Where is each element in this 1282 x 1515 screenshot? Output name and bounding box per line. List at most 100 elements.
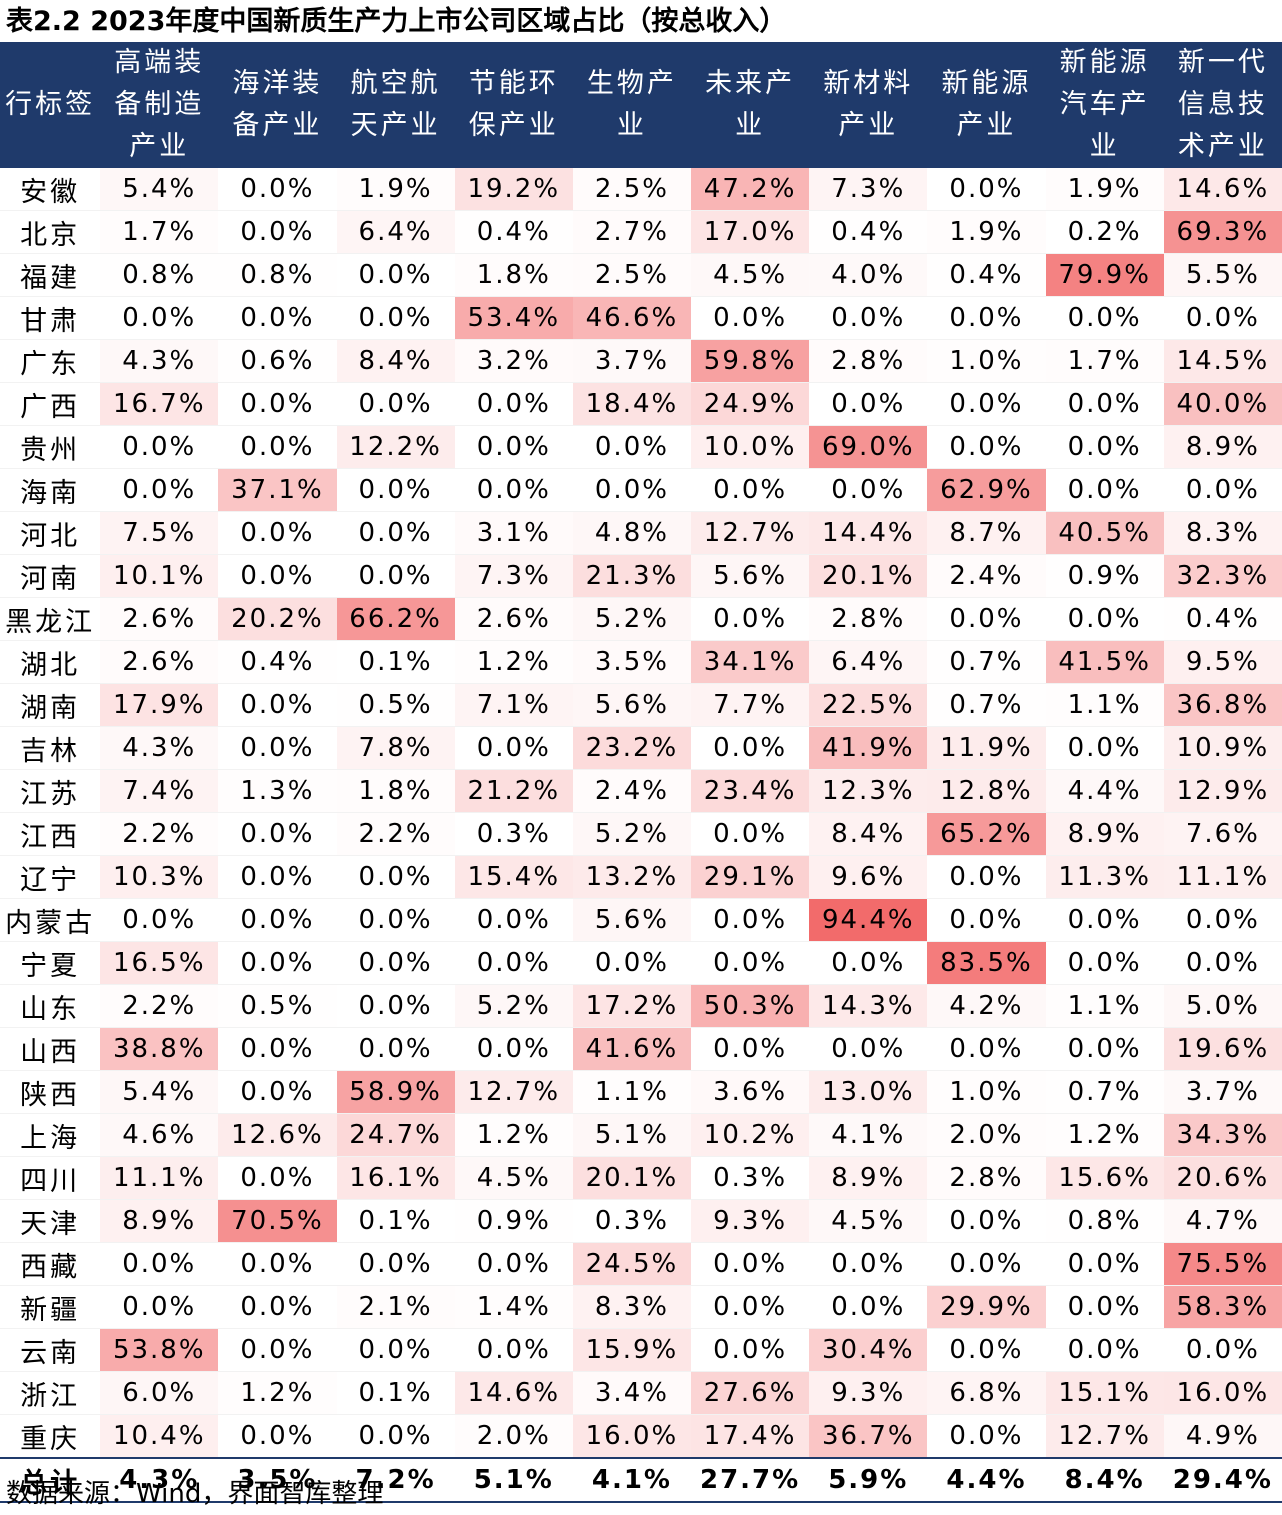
heat-cell: 0.7% xyxy=(1045,1070,1164,1114)
table-row: 甘肃 0.0% 0.0% 0.0% 53.4% 46.6% 0.0% 0.0% 0.0% 0.0%… xyxy=(0,296,1282,340)
heat-cell: 47.2% xyxy=(691,168,810,211)
heat-cell: 2.5% xyxy=(572,253,692,297)
heat-cell: 16.0% xyxy=(1163,1371,1282,1415)
table-row: 云南 53.8% 0.0% 0.0% 0.0% 15.9% 0.0% 30.4% 0.0% 0.0… xyxy=(0,1328,1282,1372)
column-header: 生物产业 xyxy=(572,42,692,168)
heat-cell: 3.6% xyxy=(691,1070,810,1114)
heat-cell: 30.4% xyxy=(809,1328,928,1372)
heat-cell: 3.5% xyxy=(218,1457,337,1503)
heat-cell: 5.6% xyxy=(691,554,810,598)
heat-cell: 11.9% xyxy=(927,726,1046,770)
heat-cell: 0.0% xyxy=(1163,898,1282,942)
heat-cell: 24.7% xyxy=(336,1113,455,1157)
heat-cell: 3.1% xyxy=(454,511,573,555)
heat-cell: 13.0% xyxy=(809,1070,928,1114)
heat-cell: 2.8% xyxy=(809,597,928,641)
heat-cell: 46.6% xyxy=(572,296,692,340)
heat-cell: 0.0% xyxy=(691,468,810,512)
heat-cell: 1.1% xyxy=(1045,984,1164,1028)
heat-cell: 65.2% xyxy=(927,812,1046,856)
heat-cell: 36.7% xyxy=(809,1414,928,1459)
heat-cell: 4.4% xyxy=(927,1457,1046,1503)
heat-cell: 2.5% xyxy=(572,168,692,211)
column-header: 新材料产业 xyxy=(809,42,928,168)
heat-cell: 0.1% xyxy=(336,640,455,684)
heat-cell: 1.8% xyxy=(454,253,573,297)
column-header: 未来产业 xyxy=(691,42,810,168)
heat-cell: 0.0% xyxy=(1045,941,1164,985)
heat-cell: 15.4% xyxy=(454,855,573,899)
heat-cell: 4.9% xyxy=(1163,1414,1282,1459)
heat-cell: 12.6% xyxy=(218,1113,337,1157)
row-label: 江苏 xyxy=(0,769,101,813)
heat-cell: 2.6% xyxy=(454,597,573,641)
heat-cell: 1.1% xyxy=(572,1070,692,1114)
heat-cell: 0.0% xyxy=(218,855,337,899)
heat-cell: 2.2% xyxy=(336,812,455,856)
heat-cell: 12.9% xyxy=(1163,769,1282,813)
heat-cell: 19.2% xyxy=(454,168,573,211)
heat-cell: 0.0% xyxy=(336,1242,455,1286)
heat-cell: 24.5% xyxy=(572,1242,692,1286)
heat-cell: 20.1% xyxy=(809,554,928,598)
column-header: 新能源汽车产业 xyxy=(1045,42,1164,168)
row-label: 湖南 xyxy=(0,683,101,727)
heat-cell: 0.0% xyxy=(691,941,810,985)
heat-cell: 4.7% xyxy=(1163,1199,1282,1243)
heat-cell: 5.0% xyxy=(1163,984,1282,1028)
heat-cell: 2.8% xyxy=(809,339,928,383)
heat-cell: 3.5% xyxy=(572,640,692,684)
column-header: 航空航天产业 xyxy=(336,42,455,168)
heat-cell: 0.0% xyxy=(218,941,337,985)
heat-cell: 6.4% xyxy=(336,210,455,254)
heat-cell: 2.2% xyxy=(100,984,219,1028)
heat-cell: 4.1% xyxy=(572,1457,692,1503)
heat-cell: 17.2% xyxy=(572,984,692,1028)
heat-cell: 0.0% xyxy=(1045,898,1164,942)
heat-cell: 1.2% xyxy=(454,1113,573,1157)
heat-cell: 14.4% xyxy=(809,511,928,555)
heat-cell: 0.0% xyxy=(336,855,455,899)
heat-cell: 4.6% xyxy=(100,1113,219,1157)
heat-cell: 0.0% xyxy=(218,296,337,340)
table-row: 山东 2.2% 0.5% 0.0% 5.2% 17.2% 50.3% 14.3% 4.2% 1.1… xyxy=(0,984,1282,1028)
table-row: 河北 7.5% 0.0% 0.0% 3.1% 4.8% 12.7% 14.4% 8.7% 40.5… xyxy=(0,511,1282,555)
heat-cell: 20.2% xyxy=(218,597,337,641)
heat-cell: 20.1% xyxy=(572,1156,692,1200)
heat-cell: 22.5% xyxy=(809,683,928,727)
heat-cell: 0.0% xyxy=(218,1070,337,1114)
heat-cell: 0.0% xyxy=(100,296,219,340)
heat-cell: 0.0% xyxy=(809,296,928,340)
table-row: 浙江 6.0% 1.2% 0.1% 14.6% 3.4% 27.6% 9.3% 6.8% 15.1… xyxy=(0,1371,1282,1415)
heat-cell: 24.9% xyxy=(691,382,810,426)
heat-cell: 50.3% xyxy=(691,984,810,1028)
heat-cell: 0.0% xyxy=(691,812,810,856)
heat-cell: 2.6% xyxy=(100,597,219,641)
heat-cell: 0.0% xyxy=(100,898,219,942)
heat-cell: 1.9% xyxy=(927,210,1046,254)
heat-cell: 10.2% xyxy=(691,1113,810,1157)
heat-cell: 11.3% xyxy=(1045,855,1164,899)
heat-cell: 10.9% xyxy=(1163,726,1282,770)
heat-cell: 0.0% xyxy=(218,1027,337,1071)
heat-cell: 15.9% xyxy=(572,1328,692,1372)
heat-cell: 0.0% xyxy=(691,898,810,942)
row-label: 福建 xyxy=(0,253,101,297)
heat-cell: 0.0% xyxy=(927,1027,1046,1071)
heat-cell: 34.1% xyxy=(691,640,810,684)
heat-cell: 29.9% xyxy=(927,1285,1046,1329)
heat-cell: 0.5% xyxy=(218,984,337,1028)
heat-cell: 15.6% xyxy=(1045,1156,1164,1200)
heat-cell: 0.0% xyxy=(454,425,573,469)
heat-cell: 8.9% xyxy=(1045,812,1164,856)
heat-cell: 0.0% xyxy=(691,726,810,770)
heatmap-table: 行标签 高端装备制造产业 海洋装备产业 航空航天产业 节能环保产业 生物产业 未来产业 新材料… xyxy=(0,42,1282,1503)
heat-cell: 53.8% xyxy=(100,1328,219,1372)
heat-cell: 1.2% xyxy=(454,640,573,684)
heat-cell: 7.2% xyxy=(336,1457,455,1503)
row-label: 甘肃 xyxy=(0,296,101,340)
heat-cell: 3.7% xyxy=(1163,1070,1282,1114)
table-row: 海南 0.0% 37.1% 0.0% 0.0% 0.0% 0.0% 0.0% 62.9% 0.0%… xyxy=(0,468,1282,512)
row-label: 云南 xyxy=(0,1328,101,1372)
heat-cell: 4.5% xyxy=(809,1199,928,1243)
